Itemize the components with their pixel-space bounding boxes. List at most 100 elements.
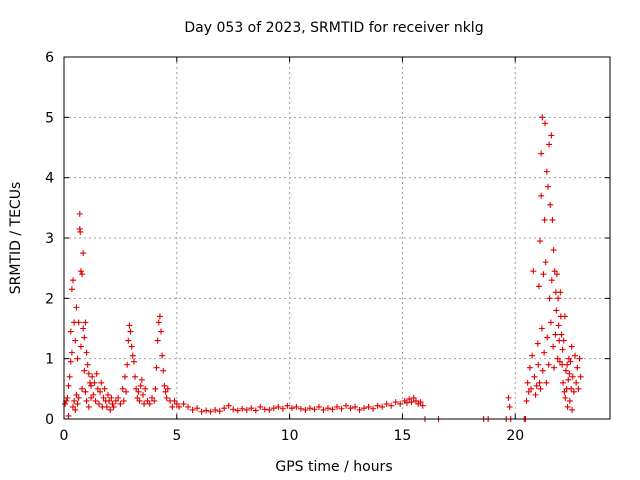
data-point (119, 385, 126, 392)
data-point (91, 379, 98, 386)
data-point (207, 408, 214, 415)
data-point (65, 382, 72, 389)
data-point (403, 399, 410, 406)
data-point (79, 385, 86, 392)
data-point (163, 394, 170, 401)
data-point (554, 355, 561, 362)
data-point (73, 304, 80, 311)
data-point (288, 405, 295, 412)
data-point (89, 373, 96, 380)
data-point (70, 403, 77, 410)
data-point (85, 403, 92, 410)
data-point (95, 400, 102, 407)
data-point (558, 331, 565, 338)
data-point (153, 364, 160, 371)
data-point (406, 396, 413, 403)
data-point (107, 406, 114, 413)
data-point (234, 407, 241, 414)
y-tick-label: 3 (45, 231, 54, 247)
data-point (121, 373, 128, 380)
data-point (544, 334, 551, 341)
data-point (329, 406, 336, 413)
data-point (284, 402, 291, 409)
data-point (94, 385, 101, 392)
data-point (144, 397, 151, 404)
data-point (88, 382, 95, 389)
data-point (575, 385, 582, 392)
data-point (133, 385, 140, 392)
data-point (83, 349, 90, 356)
data-point (92, 397, 99, 404)
data-point (556, 358, 563, 365)
data-point (139, 391, 146, 398)
data-point (74, 355, 81, 362)
data-point (535, 361, 542, 368)
data-point (551, 268, 558, 275)
data-point (568, 385, 575, 392)
data-point (80, 325, 87, 332)
data-point (141, 400, 148, 407)
data-point (125, 337, 132, 344)
data-point (576, 355, 583, 362)
data-point (103, 403, 110, 410)
data-point (560, 379, 567, 386)
data-point (537, 385, 544, 392)
data-point (129, 352, 136, 359)
data-point (79, 271, 86, 278)
data-point (561, 313, 568, 320)
data-point (203, 407, 210, 414)
data-point (374, 402, 381, 409)
data-point (529, 352, 536, 359)
chart-title: Day 053 of 2023, SRMTID for receiver nkl… (184, 20, 483, 36)
data-point (83, 397, 90, 404)
y-tick-label: 5 (45, 110, 54, 126)
x-tick-label: 20 (506, 428, 524, 444)
data-point (544, 183, 551, 190)
data-point (528, 385, 535, 392)
data-point (72, 337, 79, 344)
data-point (533, 382, 540, 389)
data-point (388, 402, 395, 409)
data-point (577, 373, 584, 380)
data-point (545, 361, 552, 368)
data-point (115, 394, 122, 401)
data-point (68, 286, 75, 293)
data-point (176, 403, 183, 410)
data-point (573, 379, 580, 386)
data-point (154, 337, 161, 344)
data-point (76, 210, 83, 217)
data-point (156, 313, 163, 320)
data-point (546, 295, 553, 302)
y-tick-label: 6 (45, 50, 54, 66)
data-point (88, 394, 95, 401)
data-point (164, 385, 171, 392)
data-point (160, 367, 167, 374)
data-points (62, 114, 584, 422)
data-point (293, 403, 300, 410)
y-tick-label: 4 (45, 171, 54, 187)
data-point (169, 403, 176, 410)
data-point (555, 295, 562, 302)
data-point (564, 403, 571, 410)
data-point (564, 361, 571, 368)
y-axis-label: SRMTID / TECUs (8, 182, 24, 295)
data-point (525, 388, 532, 395)
data-point (542, 120, 549, 127)
data-point (97, 388, 104, 395)
data-point (347, 405, 354, 412)
data-point (531, 373, 538, 380)
data-point (569, 373, 576, 380)
data-point (130, 358, 137, 365)
data-point (248, 405, 255, 412)
data-point (543, 379, 550, 386)
y-tick-label: 0 (45, 412, 54, 428)
data-point (123, 388, 130, 395)
data-point (252, 407, 259, 414)
data-point (560, 337, 567, 344)
data-point (126, 322, 133, 329)
x-tick-label: 5 (172, 428, 181, 444)
data-point (417, 399, 424, 406)
data-point (524, 379, 531, 386)
data-point (120, 397, 127, 404)
data-point (117, 400, 124, 407)
